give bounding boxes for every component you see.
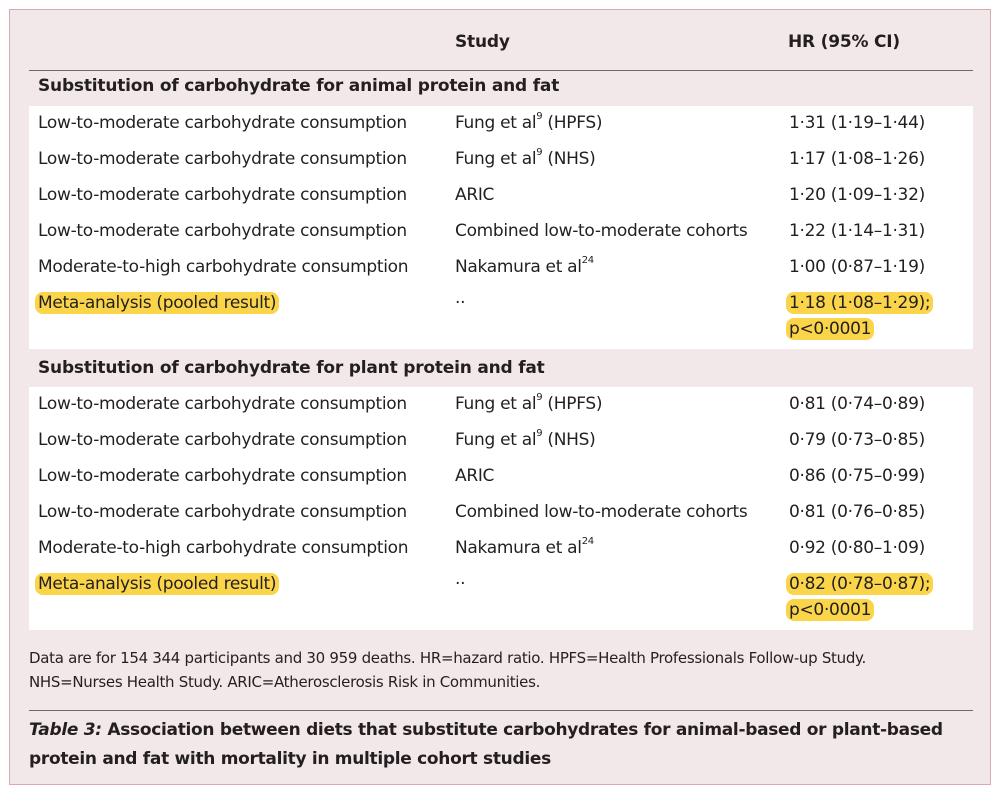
meta-analysis-row: Meta-analysis (pooled result) ·· 1·18 (1… bbox=[29, 286, 973, 349]
caption-label: Table 3: bbox=[29, 720, 102, 740]
table-row: Moderate-to-high carbohydrate consumptio… bbox=[29, 250, 973, 286]
footnote-line-1: Data are for 154 344 participants and 30… bbox=[29, 649, 866, 667]
section-title-plant: Substitution of carbohydrate for plant p… bbox=[38, 358, 545, 378]
table-row: Low-to-moderate carbohydrate consumption… bbox=[29, 106, 973, 142]
row-study: Nakamura et al24 bbox=[455, 255, 594, 277]
row-label: Low-to-moderate carbohydrate consumption bbox=[38, 466, 407, 486]
row-hr: 0·81 (0·74–0·89) bbox=[789, 394, 925, 414]
section-body-plant: Low-to-moderate carbohydrate consumption… bbox=[29, 387, 973, 630]
meta-label: Meta-analysis (pooled result) bbox=[35, 573, 280, 595]
section-body-animal: Low-to-moderate carbohydrate consumption… bbox=[29, 106, 973, 349]
table-footnote: Data are for 154 344 participants and 30… bbox=[29, 646, 973, 694]
row-hr: 0·92 (0·80–1·09) bbox=[789, 538, 925, 558]
section-title-animal: Substitution of carbohydrate for animal … bbox=[38, 76, 560, 96]
row-study: Combined low-to-moderate cohorts bbox=[455, 221, 748, 241]
table-row: Low-to-moderate carbohydrate consumption… bbox=[29, 178, 973, 214]
row-label: Low-to-moderate carbohydrate consumption bbox=[38, 185, 407, 205]
footnote-line-2: NHS=Nurses Health Study. ARIC=Atheroscle… bbox=[29, 673, 541, 691]
table-row: Low-to-moderate carbohydrate consumption… bbox=[29, 214, 973, 250]
meta-analysis-row: Meta-analysis (pooled result) ·· 0·82 (0… bbox=[29, 567, 973, 630]
row-study: ARIC bbox=[455, 185, 495, 205]
row-label: Low-to-moderate carbohydrate consumption bbox=[38, 430, 407, 450]
row-hr: 0·81 (0·76–0·85) bbox=[789, 502, 925, 522]
row-hr: 1·22 (1·14–1·31) bbox=[789, 221, 925, 241]
row-study: ARIC bbox=[455, 466, 495, 486]
header-hr: HR (95% CI) bbox=[788, 32, 900, 52]
row-label: Moderate-to-high carbohydrate consumptio… bbox=[38, 538, 409, 558]
row-study: Fung et al9 (HPFS) bbox=[455, 111, 603, 133]
row-study: Fung et al9 (NHS) bbox=[455, 147, 596, 169]
table-row: Low-to-moderate carbohydrate consumption… bbox=[29, 423, 973, 459]
table-panel: Study HR (95% CI) Substitution of carboh… bbox=[9, 9, 991, 785]
header-rule bbox=[29, 70, 973, 71]
row-hr: 1·20 (1·09–1·32) bbox=[789, 185, 925, 205]
row-study: Combined low-to-moderate cohorts bbox=[455, 502, 748, 522]
caption-text: Association between diets that substitut… bbox=[29, 720, 943, 769]
row-label: Low-to-moderate carbohydrate consumption bbox=[38, 149, 407, 169]
row-hr: 0·79 (0·73–0·85) bbox=[789, 430, 925, 450]
meta-study: ·· bbox=[455, 574, 466, 594]
row-hr: 1·17 (1·08–1·26) bbox=[789, 149, 925, 169]
row-label: Moderate-to-high carbohydrate consumptio… bbox=[38, 257, 409, 277]
meta-hr: 0·82 (0·78–0·87); p<0·0001 bbox=[786, 573, 934, 621]
row-label: Low-to-moderate carbohydrate consumption bbox=[38, 113, 407, 133]
row-study: Fung et al9 (HPFS) bbox=[455, 392, 603, 414]
table-row: Low-to-moderate carbohydrate consumption… bbox=[29, 142, 973, 178]
row-hr: 1·31 (1·19–1·44) bbox=[789, 113, 925, 133]
table-row: Low-to-moderate carbohydrate consumption… bbox=[29, 495, 973, 531]
row-hr: 1·00 (0·87–1·19) bbox=[789, 257, 925, 277]
table-row: Moderate-to-high carbohydrate consumptio… bbox=[29, 531, 973, 567]
table-row: Low-to-moderate carbohydrate consumption… bbox=[29, 387, 973, 423]
row-label: Low-to-moderate carbohydrate consumption bbox=[38, 221, 407, 241]
row-hr: 0·86 (0·75–0·99) bbox=[789, 466, 925, 486]
header-study: Study bbox=[455, 32, 510, 52]
caption-rule bbox=[29, 710, 973, 711]
row-study: Nakamura et al24 bbox=[455, 536, 594, 558]
meta-study: ·· bbox=[455, 293, 466, 313]
row-label: Low-to-moderate carbohydrate consumption bbox=[38, 502, 407, 522]
table-caption: Table 3: Association between diets that … bbox=[29, 716, 973, 774]
table-row: Low-to-moderate carbohydrate consumption… bbox=[29, 459, 973, 495]
meta-hr: 1·18 (1·08–1·29); p<0·0001 bbox=[786, 292, 934, 340]
row-study: Fung et al9 (NHS) bbox=[455, 428, 596, 450]
meta-label: Meta-analysis (pooled result) bbox=[35, 292, 280, 314]
table-header: Study HR (95% CI) bbox=[10, 30, 990, 60]
row-label: Low-to-moderate carbohydrate consumption bbox=[38, 394, 407, 414]
